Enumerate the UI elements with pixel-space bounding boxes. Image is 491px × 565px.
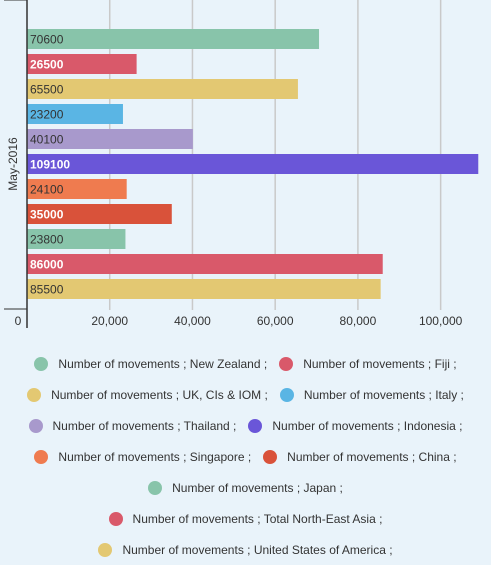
bar-2[interactable] — [27, 79, 298, 99]
bar-data-label-4: 40100 — [30, 133, 64, 147]
bars: 70600 26500 65500 23200 40100 109100 24100 3500… — [27, 29, 479, 299]
bar-7[interactable] — [27, 204, 172, 224]
category-label: May-2016 — [6, 137, 20, 191]
legend-swatch-icon — [148, 480, 163, 495]
bar-data-label-9: 86000 — [30, 258, 64, 272]
bar-0[interactable] — [27, 29, 320, 49]
bar-data-label-10: 85500 — [30, 283, 64, 297]
legend: Number of movements ; New Zealand ; Numbe… — [0, 348, 491, 565]
legend-swatch-icon — [263, 449, 278, 464]
legend-label: Number of movements ; Total North-East A… — [132, 511, 383, 526]
legend-item-1[interactable]: Number of movements ; Fiji ; — [279, 348, 457, 379]
bar-data-label-8: 23800 — [30, 233, 64, 247]
bar-9[interactable] — [27, 254, 383, 274]
legend-row-3: Number of movements ; Singapore ; Number … — [0, 441, 491, 472]
legend-item-9[interactable]: Number of movements ; Total North-East A… — [108, 503, 383, 534]
legend-label: Number of movements ; Singapore ; — [58, 449, 252, 464]
legend-row-6: Number of movements ; United States of A… — [0, 534, 491, 565]
legend-item-3[interactable]: Number of movements ; Italy ; — [279, 379, 464, 410]
bar-10[interactable] — [27, 279, 381, 299]
legend-label: Number of movements ; United States of A… — [122, 542, 393, 557]
x-tick-label-3: 60,000 — [257, 314, 294, 328]
legend-swatch-icon — [34, 356, 49, 371]
legend-swatch-icon — [248, 418, 263, 433]
bar-1[interactable] — [27, 54, 137, 74]
bar-3[interactable] — [27, 104, 123, 124]
x-tick-label-1: 20,000 — [91, 314, 128, 328]
legend-item-0[interactable]: Number of movements ; New Zealand ; — [34, 348, 267, 379]
legend-label: Number of movements ; Japan ; — [172, 480, 343, 495]
legend-swatch-icon — [279, 387, 294, 402]
legend-swatch-icon — [27, 387, 42, 402]
legend-row-2: Number of movements ; Thailand ; Number o… — [0, 410, 491, 441]
x-tick-label-4: 80,000 — [340, 314, 377, 328]
axes — [4, 0, 28, 328]
legend-label: Number of movements ; Indonesia ; — [272, 418, 463, 433]
legend-swatch-icon — [98, 542, 113, 557]
legend-item-4[interactable]: Number of movements ; Thailand ; — [28, 410, 237, 441]
legend-row-1: Number of movements ; UK, CIs & IOM ; Num… — [0, 379, 491, 410]
x-tick-label-2: 40,000 — [174, 314, 211, 328]
bar-data-label-3: 23200 — [30, 108, 64, 122]
legend-row-4: Number of movements ; Japan ; — [0, 472, 491, 503]
bar-data-label-0: 70600 — [30, 33, 64, 47]
legend-label: Number of movements ; UK, CIs & IOM ; — [51, 387, 268, 402]
legend-swatch-icon — [108, 511, 123, 526]
legend-item-10[interactable]: Number of movements ; United States of A… — [98, 534, 393, 565]
legend-label: Number of movements ; Thailand ; — [52, 418, 237, 433]
legend-row-5: Number of movements ; Total North-East A… — [0, 503, 491, 534]
bar-5[interactable] — [27, 154, 479, 174]
bar-8[interactable] — [27, 229, 126, 249]
legend-row-0: Number of movements ; New Zealand ; Numbe… — [0, 348, 491, 379]
bar-6[interactable] — [27, 179, 127, 199]
legend-item-2[interactable]: Number of movements ; UK, CIs & IOM ; — [27, 379, 268, 410]
bar-data-label-6: 24100 — [30, 183, 64, 197]
x-tick-label-0: 0 — [15, 314, 22, 328]
legend-swatch-icon — [34, 449, 49, 464]
legend-label: Number of movements ; New Zealand ; — [58, 356, 268, 371]
legend-label: Number of movements ; Italy ; — [303, 387, 464, 402]
legend-item-7[interactable]: Number of movements ; China ; — [263, 441, 457, 472]
bar-4[interactable] — [27, 129, 193, 149]
legend-swatch-icon — [28, 418, 43, 433]
bar-chart: 70600 26500 65500 23200 40100 109100 24100 3500… — [4, 0, 479, 328]
bar-data-label-2: 65500 — [30, 83, 64, 97]
legend-swatch-icon — [279, 356, 294, 371]
bar-data-label-7: 35000 — [30, 208, 64, 222]
bar-data-label-1: 26500 — [30, 58, 64, 72]
legend-label: Number of movements ; Fiji ; — [303, 356, 457, 371]
x-tick-labels: 0 20,000 40,000 60,000 80,000 100,000 — [15, 314, 463, 328]
legend-item-5[interactable]: Number of movements ; Indonesia ; — [248, 410, 462, 441]
legend-label: Number of movements ; China ; — [287, 449, 457, 464]
x-tick-label-5: 100,000 — [419, 314, 463, 328]
bar-data-label-5: 109100 — [30, 158, 70, 172]
legend-item-6[interactable]: Number of movements ; Singapore ; — [34, 441, 251, 472]
legend-item-8[interactable]: Number of movements ; Japan ; — [148, 472, 343, 503]
